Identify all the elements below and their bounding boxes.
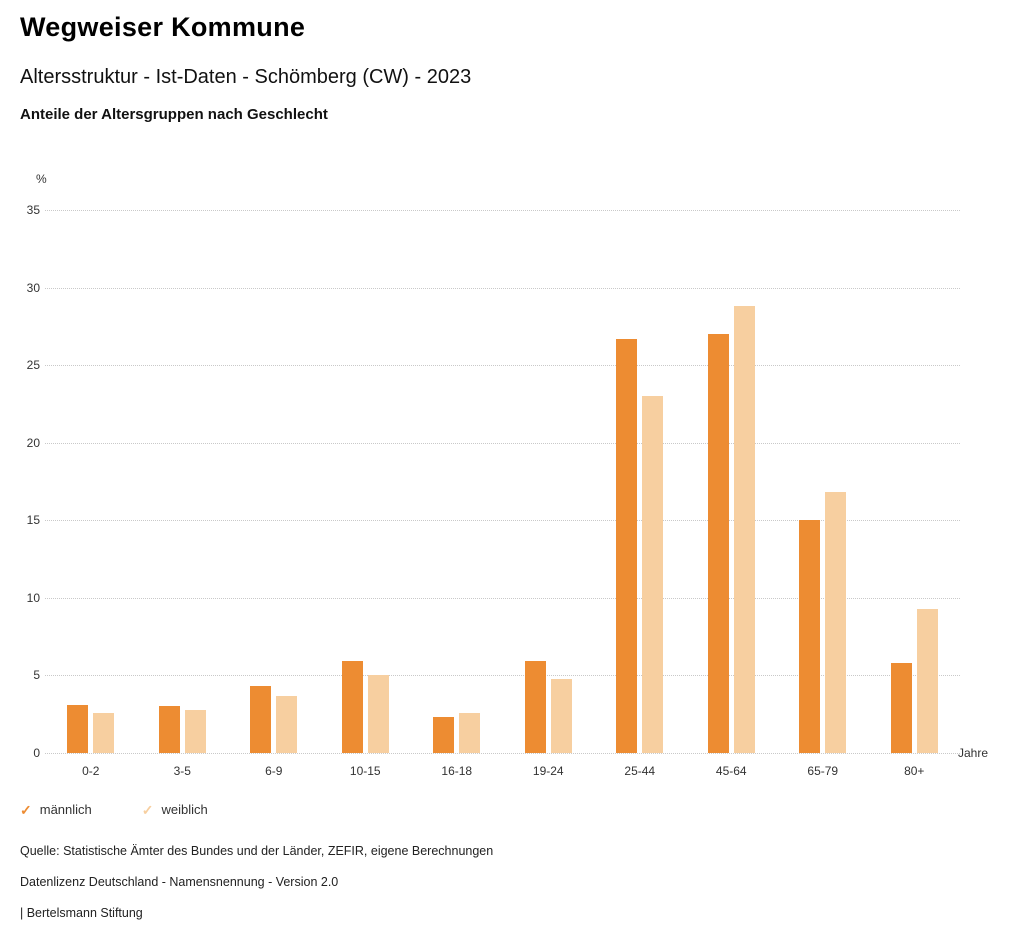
x-tick-label: 19-24 [532, 764, 564, 778]
bar-weiblich-19-24[interactable] [550, 679, 572, 753]
chart-description: Anteile der Altersgruppen nach Geschlech… [20, 106, 328, 123]
y-tick-label: 30 [26, 280, 40, 295]
bar-group-19-24 [503, 210, 595, 753]
gridline [45, 365, 960, 367]
bar-weiblich-0-2[interactable] [93, 712, 115, 753]
x-tick-label: 80+ [904, 764, 925, 778]
attribution-note: | Bertelsmann Stiftung [20, 906, 143, 920]
bar-männlich-80+[interactable] [890, 663, 912, 753]
x-tick-label: 45-64 [715, 764, 747, 778]
x-tick-label: 10-15 [349, 764, 381, 778]
y-tick-label: 20 [26, 435, 40, 450]
bar-weiblich-16-18[interactable] [459, 712, 481, 753]
gridline [45, 442, 960, 444]
check-icon: ✓ [141, 801, 154, 818]
y-tick-label: 5 [33, 668, 40, 683]
bar-männlich-3-5[interactable] [158, 706, 180, 753]
bar-group-0-2 [45, 210, 137, 753]
check-icon: ✓ [20, 801, 32, 818]
bar-group-25-44 [594, 210, 686, 753]
bar-männlich-65-79[interactable] [799, 520, 821, 753]
bar-weiblich-25-44[interactable] [642, 396, 664, 753]
x-tick-label: 0-2 [82, 764, 100, 778]
license-note: Datenlizenz Deutschland - Namensnennung … [20, 875, 339, 889]
source-note: Quelle: Statistische Ämter des Bundes un… [20, 844, 494, 858]
bar-männlich-6-9[interactable] [250, 686, 272, 753]
legend-label: männlich [39, 802, 92, 817]
bar-männlich-10-15[interactable] [341, 661, 363, 753]
bar-weiblich-65-79[interactable] [825, 492, 847, 753]
x-tick-label: 3-5 [173, 764, 191, 778]
y-tick-label: 10 [26, 590, 40, 605]
bar-group-3-5 [137, 210, 229, 753]
bar-group-45-64 [686, 210, 778, 753]
x-tick-label: 65-79 [807, 764, 839, 778]
bar-weiblich-10-15[interactable] [367, 675, 389, 753]
y-tick-label: 35 [26, 203, 40, 217]
y-axis: 0 5 10 15 20 25 30 35 [14, 203, 40, 760]
x-tick-label: 6-9 [265, 764, 283, 778]
bar-männlich-19-24[interactable] [524, 661, 546, 753]
y-tick-label: 25 [26, 358, 40, 373]
page-title: Wegweiser Kommune [20, 12, 306, 42]
x-axis: 0-2 3-5 6-9 10-15 16-18 19-24 25-44 45-64 65-79 8… [45, 764, 960, 780]
legend-item-weiblich[interactable]: ✓ weiblich [142, 802, 208, 817]
bar-männlich-16-18[interactable] [433, 717, 455, 753]
gridline [45, 210, 960, 211]
x-axis-unit-label: Jahre [958, 746, 989, 760]
bar-weiblich-45-64[interactable] [733, 306, 755, 753]
gridline [45, 287, 960, 289]
chart-subtitle: Altersstruktur - Ist-Daten - Schömberg (… [20, 66, 472, 88]
bar-weiblich-3-5[interactable] [184, 710, 206, 753]
bar-männlich-45-64[interactable] [707, 334, 729, 753]
bar-männlich-0-2[interactable] [67, 704, 89, 753]
legend-item-maennlich[interactable]: ✓ männlich [20, 802, 92, 817]
bar-group-10-15 [320, 210, 412, 753]
bar-group-65-79 [777, 210, 869, 753]
gridline [45, 597, 960, 599]
legend: ✓ männlich ✓ weiblich [20, 802, 208, 817]
bar-weiblich-6-9[interactable] [276, 695, 298, 753]
bar-group-16-18 [411, 210, 503, 753]
gridline [45, 520, 960, 522]
bar-group-80+ [869, 210, 961, 753]
legend-label: weiblich [161, 802, 208, 817]
bar-männlich-25-44[interactable] [616, 338, 638, 753]
gridline [45, 675, 960, 677]
x-tick-label: 25-44 [624, 764, 656, 778]
gridline [45, 753, 960, 754]
bar-weiblich-80+[interactable] [916, 608, 938, 753]
y-tick-label: 15 [26, 513, 40, 528]
y-axis-unit-label: % [36, 172, 47, 186]
plot-area [45, 210, 961, 754]
bar-group-6-9 [228, 210, 320, 753]
y-tick-label: 0 [33, 746, 40, 760]
x-tick-label: 16-18 [441, 764, 473, 778]
